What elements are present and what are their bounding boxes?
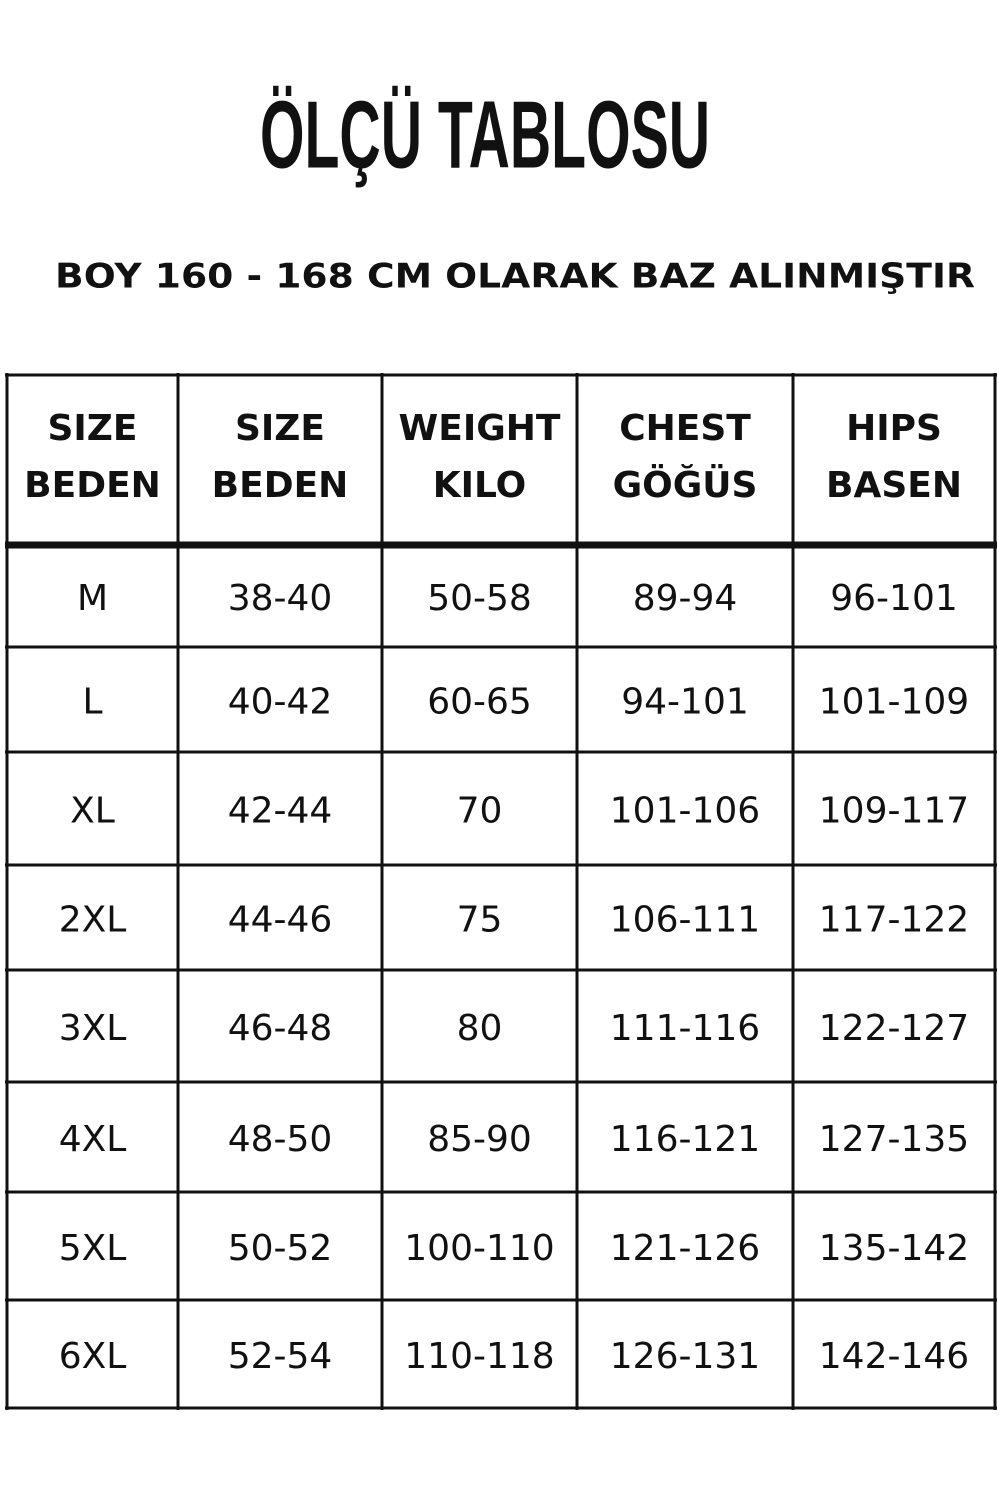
table-cell: 85-90 <box>427 1119 532 1160</box>
table-cell: 75 <box>457 900 503 941</box>
subtitle: BOY 160 - 168 CM OLARAK BAZ ALINMIŞTIR <box>55 257 975 297</box>
table-cell: 60-65 <box>427 682 532 723</box>
table-cell: 109-117 <box>819 791 969 832</box>
table-cell: 80 <box>457 1008 503 1049</box>
table-cell: 52-54 <box>228 1336 333 1377</box>
table-cell: 111-116 <box>610 1008 760 1049</box>
header-cell: GÖĞÜS <box>613 464 758 506</box>
header-cell: HIPS <box>846 408 942 449</box>
header-cell: WEIGHT <box>399 408 561 449</box>
title: ÖLÇÜ TABLOSU <box>260 81 710 188</box>
header-cell: KILO <box>433 465 527 506</box>
table-cell: 46-48 <box>228 1008 333 1049</box>
table-cell: 127-135 <box>819 1119 969 1160</box>
header-cell: BASEN <box>826 465 962 506</box>
table-cell: 5XL <box>59 1228 127 1269</box>
table-cell: 142-146 <box>819 1336 969 1377</box>
table-cell: 42-44 <box>228 791 333 832</box>
table-cell: 44-46 <box>228 900 333 941</box>
table-cell: 106-111 <box>610 900 760 941</box>
table-cell: 50-58 <box>427 578 532 619</box>
header-cell: SIZE <box>235 408 325 449</box>
table-cell: 101-109 <box>819 682 969 723</box>
table-cell: 116-121 <box>610 1119 760 1160</box>
table-cell: 126-131 <box>610 1336 760 1377</box>
table-cell: 4XL <box>59 1119 127 1160</box>
table-cell: 40-42 <box>228 682 333 723</box>
header-cell: SIZE <box>47 408 137 449</box>
table-cell: 110-118 <box>404 1336 554 1377</box>
table-cell: 135-142 <box>819 1228 969 1269</box>
table-cell: 2XL <box>59 900 127 941</box>
header-cell: BEDEN <box>24 465 161 506</box>
table-cell: 6XL <box>59 1336 127 1377</box>
table-cell: M <box>77 578 108 619</box>
table-cell: 38-40 <box>228 578 333 619</box>
table-cell: 89-94 <box>633 578 738 619</box>
table-cell: 117-122 <box>819 900 969 941</box>
table-cell: 50-52 <box>228 1228 333 1269</box>
table-cell: 94-101 <box>621 682 749 723</box>
table-cell: 122-127 <box>819 1008 969 1049</box>
table-cell: 100-110 <box>404 1228 554 1269</box>
table-cell: 48-50 <box>228 1119 333 1160</box>
header-cell: CHEST <box>619 408 751 449</box>
table-cell: 121-126 <box>610 1228 760 1269</box>
table-cell: 3XL <box>59 1008 127 1049</box>
table-cell: 96-101 <box>830 578 958 619</box>
table-cell: L <box>82 682 102 723</box>
table-cell: 70 <box>457 791 503 832</box>
header-cell: BEDEN <box>212 465 349 506</box>
table-cell: XL <box>70 791 115 832</box>
table-cell: 101-106 <box>610 791 760 832</box>
